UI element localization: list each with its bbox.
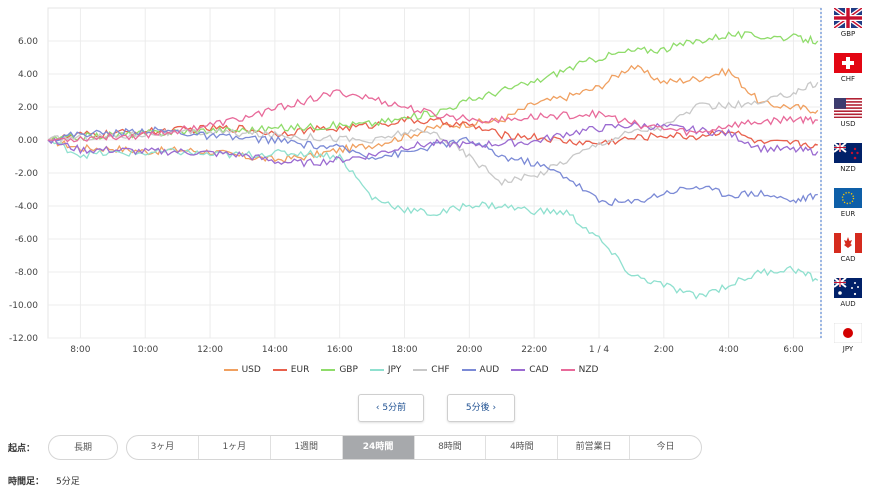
eu-flag-icon — [830, 188, 866, 208]
series-line-jpy — [47, 139, 819, 300]
flag-code-label: EUR — [840, 210, 856, 218]
legend-item-jpy[interactable]: JPY — [369, 365, 402, 375]
flag-code-label: USD — [840, 120, 856, 128]
x-tick-label: 1 / 4 — [589, 345, 609, 355]
legend-label: NZD — [578, 365, 599, 375]
x-axis-ticks: 8:00 10:00 12:00 14:00 16:00 18:00 20:00 22:00 1… — [70, 345, 804, 355]
legend-swatch — [461, 368, 476, 371]
y-tick-label: 4.00 — [18, 70, 38, 80]
series-line-usd — [47, 64, 819, 164]
uk-flag-icon — [830, 8, 866, 28]
x-tick-label: 20:00 — [456, 345, 482, 355]
period-option[interactable]: 24時間 — [342, 436, 415, 459]
legend-item-usd[interactable]: USD — [223, 365, 261, 375]
x-tick-label: 2:00 — [654, 345, 674, 355]
flag-code-label: GBP — [840, 30, 856, 38]
legend-item-cad[interactable]: CAD — [511, 365, 549, 375]
x-tick-label: 10:00 — [132, 345, 158, 355]
legend-item-aud[interactable]: AUD — [461, 365, 500, 375]
y-tick-label: -8.00 — [15, 268, 39, 278]
flag-code-label: AUD — [840, 300, 856, 308]
long-term-button[interactable]: 長期 — [48, 435, 118, 460]
period-option[interactable]: 1ヶ月 — [199, 436, 271, 459]
legend-item-chf[interactable]: CHF — [413, 365, 450, 375]
chart-series-lines — [47, 30, 819, 300]
y-tick-label: -10.00 — [9, 301, 38, 311]
flag-nzd[interactable]: NZD — [830, 143, 866, 173]
period-option[interactable]: 今日 — [656, 442, 675, 452]
japan-flag-icon — [830, 323, 866, 343]
y-tick-label: -4.00 — [15, 202, 39, 212]
legend-label: CAD — [529, 365, 549, 375]
flag-code-label: CAD — [840, 255, 856, 263]
legend-swatch — [223, 368, 238, 371]
legend-item-eur[interactable]: EUR — [272, 365, 310, 375]
y-tick-label: -2.00 — [15, 169, 39, 179]
period-option[interactable]: 前営業日 — [558, 436, 631, 459]
legend-label: AUD — [479, 365, 500, 375]
period-selector: 3ヶ月 1ヶ月 1週間 24時間 8時間 4時間 前営業日 今日 — [126, 435, 702, 460]
flag-eur[interactable]: EUR — [830, 188, 866, 218]
period-option[interactable]: 3ヶ月 — [127, 436, 199, 459]
start-point-label: 起点： — [8, 444, 36, 454]
series-line-eur — [47, 115, 818, 149]
series-line-nzd — [47, 89, 818, 143]
flag-code-label: CHF — [840, 75, 856, 83]
chart-legend: USD EUR GBP JPY CHF AUD CAD NZD — [0, 365, 822, 375]
x-tick-label: 4:00 — [719, 345, 739, 355]
series-line-chf — [47, 81, 819, 187]
us-flag-icon — [830, 98, 866, 118]
y-tick-label: 2.00 — [18, 103, 38, 113]
flag-code-label: JPY — [842, 345, 854, 353]
x-tick-label: 8:00 — [70, 345, 90, 355]
legend-label: USD — [241, 365, 261, 375]
y-tick-label: -6.00 — [15, 235, 39, 245]
legend-swatch — [511, 368, 526, 371]
legend-label: GBP — [339, 365, 358, 375]
y-tick-label: -12.00 — [9, 334, 38, 344]
australia-flag-icon — [830, 278, 866, 298]
series-line-cad — [47, 121, 819, 168]
canada-flag-icon — [830, 233, 866, 253]
series-line-aud — [47, 126, 818, 207]
y-tick-label: 6.00 — [18, 37, 38, 47]
legend-swatch — [560, 368, 575, 371]
series-line-gbp — [47, 30, 819, 142]
x-tick-label: 18:00 — [392, 345, 418, 355]
y-tick-label: 0.00 — [18, 136, 38, 146]
legend-label: EUR — [290, 365, 310, 375]
chart-grid — [47, 7, 822, 339]
legend-swatch — [369, 368, 384, 371]
y-axis-ticks: 6.00 4.00 2.00 0.00 -2.00 -4.00 -6.00 -8.00 -10.… — [9, 37, 38, 344]
flag-chf[interactable]: CHF — [830, 53, 866, 83]
period-option[interactable]: 4時間 — [486, 436, 559, 459]
x-tick-label: 14:00 — [262, 345, 288, 355]
legend-item-gbp[interactable]: GBP — [321, 365, 358, 375]
legend-swatch — [272, 368, 287, 371]
period-option[interactable]: 8時間 — [415, 436, 487, 459]
legend-item-nzd[interactable]: NZD — [560, 365, 599, 375]
legend-swatch — [413, 368, 428, 371]
x-tick-label: 12:00 — [197, 345, 223, 355]
legend-label: CHF — [431, 365, 450, 375]
flag-cad[interactable]: CAD — [830, 233, 866, 263]
flag-aud[interactable]: AUD — [830, 278, 866, 308]
interval-label: 時間足： — [8, 477, 45, 487]
prev-5min-button[interactable]: ‹ 5分前 — [358, 394, 424, 422]
nz-flag-icon — [830, 143, 866, 163]
x-tick-label: 22:00 — [521, 345, 547, 355]
flag-usd[interactable]: USD — [830, 98, 866, 128]
legend-swatch — [321, 368, 336, 371]
interval-value: 5分足 — [56, 477, 80, 487]
x-tick-label: 16:00 — [327, 345, 353, 355]
swiss-flag-icon — [830, 53, 866, 73]
flag-jpy[interactable]: JPY — [830, 323, 866, 353]
flag-gbp[interactable]: GBP — [830, 8, 866, 38]
x-tick-label: 6:00 — [783, 345, 803, 355]
legend-label: JPY — [387, 365, 402, 375]
flag-code-label: NZD — [840, 165, 856, 173]
period-option[interactable]: 1週間 — [271, 436, 343, 459]
next-5min-button[interactable]: 5分後 › — [447, 394, 515, 422]
